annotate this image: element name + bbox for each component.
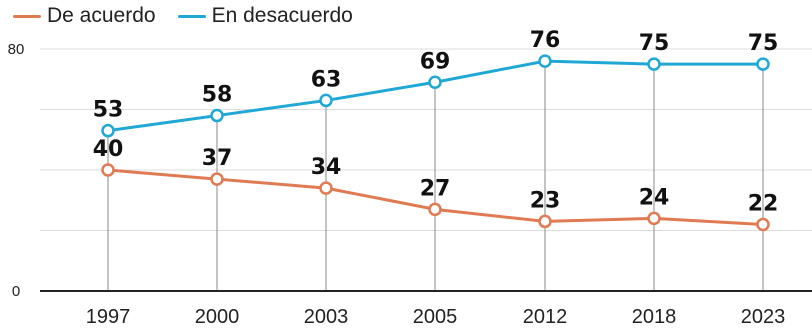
data-label-1-2018: 75 — [639, 31, 670, 56]
point-0-1997 — [101, 163, 115, 177]
x-tick-label-2003: 2003 — [304, 306, 349, 328]
data-label-0-2023: 22 — [748, 191, 779, 216]
data-label-0-2005: 27 — [420, 176, 451, 201]
point-1-2003 — [319, 93, 333, 108]
axes: 0 80 1997 2000 2003 2005 2012 2018 2023 — [8, 41, 812, 328]
point-0-2018 — [647, 211, 661, 226]
data-label-1-2012: 76 — [530, 28, 561, 53]
legend: De acuerdo En desacuerdo — [13, 4, 353, 28]
data-label-0-2003: 34 — [311, 155, 342, 180]
point-0-2005 — [428, 202, 442, 217]
point-1-2023 — [756, 57, 770, 71]
point-1-2005 — [428, 75, 442, 90]
legend-label-de-acuerdo: De acuerdo — [47, 4, 156, 27]
data-label-1-2003: 63 — [311, 67, 342, 92]
legend-item-en-desacuerdo: En desacuerdo — [177, 4, 353, 28]
point-0-2000 — [210, 172, 224, 186]
y-tick-label-0: 0 — [12, 283, 20, 300]
point-1-2018 — [647, 57, 661, 71]
point-0-2023 — [756, 217, 770, 232]
point-1-1997 — [101, 123, 115, 138]
data-label-0-2018: 24 — [639, 185, 670, 210]
legend-swatch-en-desacuerdo — [177, 14, 206, 18]
x-tick-label-2005: 2005 — [413, 306, 458, 328]
legend-label-en-desacuerdo: En desacuerdo — [211, 4, 353, 27]
point-0-2003 — [319, 181, 333, 195]
data-labels: 40 37 34 27 23 24 22 53 58 63 69 76 75 75 — [93, 28, 779, 216]
legend-swatch-de-acuerdo — [13, 14, 41, 18]
x-tick-label-2012: 2012 — [523, 306, 568, 328]
x-tick-label-1997: 1997 — [86, 306, 131, 328]
data-label-1-2023: 75 — [748, 31, 779, 56]
legend-item-de-acuerdo: De acuerdo — [13, 4, 156, 28]
x-tick-label-2023: 2023 — [741, 306, 786, 328]
data-label-0-2000: 37 — [202, 146, 233, 171]
series — [101, 54, 770, 232]
data-label-0-2012: 23 — [530, 188, 561, 213]
x-tick-label-2000: 2000 — [195, 306, 240, 328]
point-1-2000 — [210, 108, 224, 123]
data-label-1-2005: 69 — [420, 49, 451, 74]
data-label-1-1997: 53 — [93, 98, 124, 123]
data-label-0-1997: 40 — [93, 137, 124, 162]
point-0-2012 — [538, 214, 552, 229]
point-1-2012 — [538, 54, 552, 68]
y-tick-label-80: 80 — [8, 41, 25, 58]
gridlines — [40, 48, 812, 291]
data-label-1-2000: 58 — [202, 83, 233, 108]
x-tick-label-2018: 2018 — [632, 306, 677, 328]
